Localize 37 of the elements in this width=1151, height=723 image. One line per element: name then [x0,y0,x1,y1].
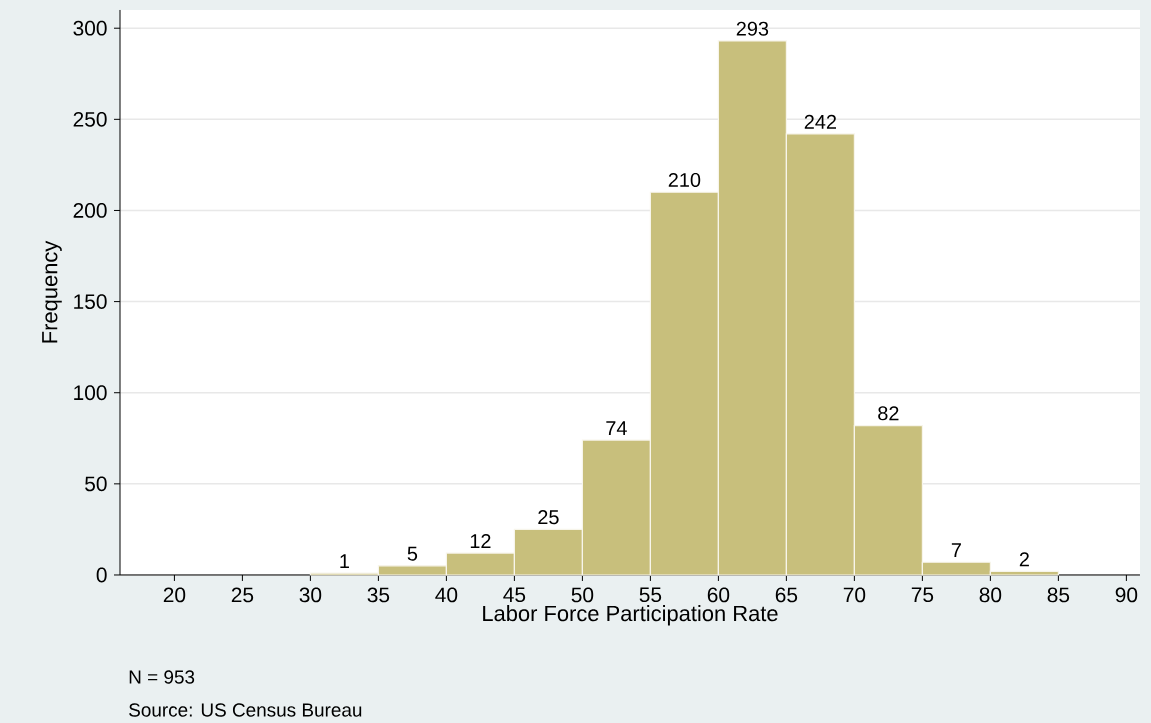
source-note: Source: US Census Bureau [129,703,362,717]
y-tick-label: 250 [73,111,107,127]
data-label: 12 [470,534,491,548]
data-label: 74 [606,421,627,435]
data-label: 293 [736,21,769,36]
y-tick-label: 150 [74,294,107,309]
data-label: 242 [804,114,836,129]
x-tick-label: 45 [503,587,526,603]
x-axis-title: Labor Force Participation Rate [483,605,778,626]
data-label: 210 [668,172,701,188]
x-tick-label: 55 [639,587,662,603]
x-tick-label: 50 [571,587,594,603]
y-axis-title: Frequency [42,240,62,343]
y-tick-label: 0 [96,567,107,583]
x-tick-label: 20 [163,587,186,603]
x-tick-label: 65 [775,587,798,603]
y-tick-label: 300 [73,20,107,36]
x-tick-label: 25 [231,587,254,603]
x-tick-label: 35 [367,587,390,603]
x-tick-label: 60 [707,587,730,603]
y-tick-label: 50 [85,476,107,492]
data-label: 1 [340,554,349,568]
data-label: 2 [1019,552,1029,567]
x-tick-label: 75 [911,587,934,603]
data-label: 82 [878,406,899,421]
y-tick-label: 100 [74,385,107,401]
y-tick-label: 200 [73,203,107,218]
x-tick-label: 30 [299,587,322,603]
data-label: 25 [538,510,559,525]
x-tick-label: 85 [1047,587,1070,603]
x-tick-label: 40 [435,587,458,603]
data-label: 5 [407,546,418,561]
x-tick-label: 70 [843,587,866,603]
text: N = 953 [129,670,195,684]
x-tick-label: 80 [979,587,1002,603]
data-label: 7 [951,543,961,558]
x-tick-label: 90 [1115,587,1138,603]
